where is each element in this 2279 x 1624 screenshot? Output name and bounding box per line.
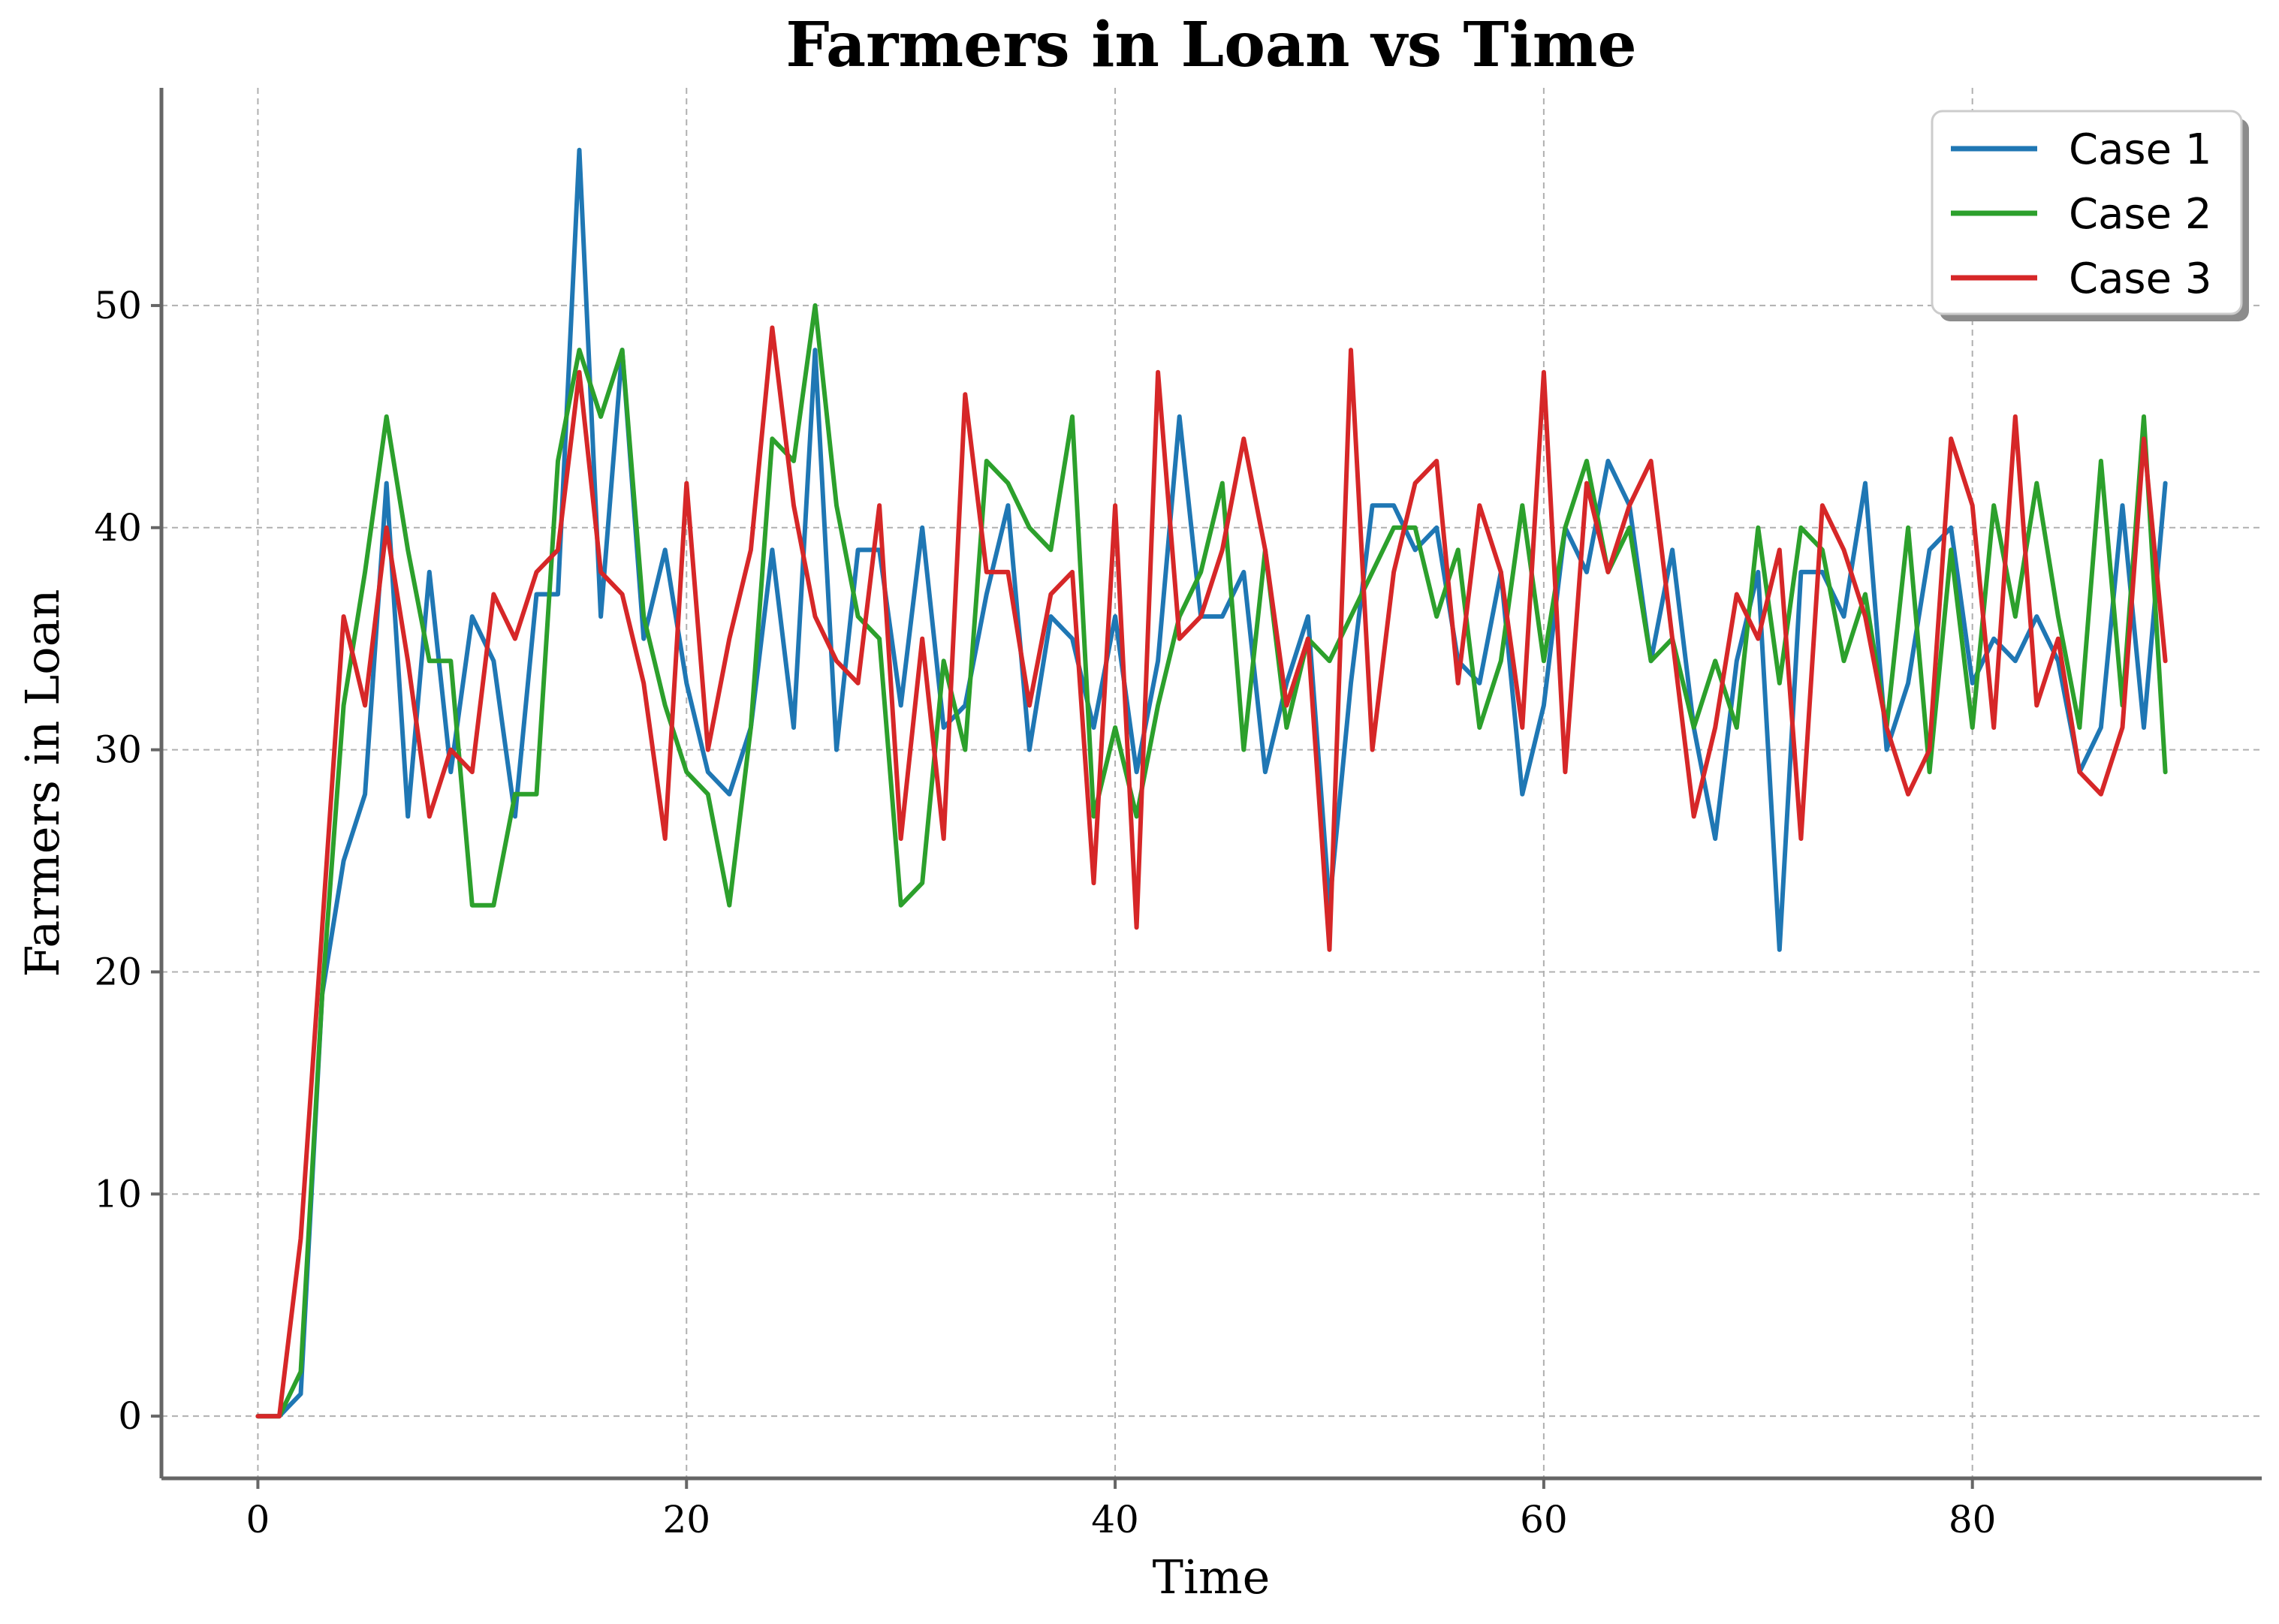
y-axis-ticks: 0 10 20 30 40 50 (94, 284, 161, 1438)
y-tick-label: 20 (94, 950, 142, 993)
x-gridlines (257, 88, 1973, 1478)
y-tick-label: 30 (94, 728, 142, 772)
x-tick-label: 60 (1520, 1498, 1568, 1541)
legend-label-case-2: Case 2 (2069, 190, 2211, 239)
series-line-case-1 (255, 147, 2168, 1419)
x-tick-label: 80 (1949, 1498, 1997, 1541)
y-tick-label: 0 (118, 1394, 142, 1438)
chart-title: Farmers in Loan vs Time (785, 9, 1636, 81)
series-line-case-2 (255, 303, 2168, 1419)
y-axis-label: Farmers in Loan (15, 589, 70, 978)
y-tick-label: 10 (94, 1172, 142, 1216)
legend-label-case-1: Case 1 (2069, 125, 2211, 174)
x-axis-ticks: 0 20 40 60 80 (246, 1478, 1997, 1541)
legend-label-case-3: Case 3 (2069, 255, 2211, 303)
y-tick-label: 50 (94, 284, 142, 327)
series-line-case-3 (255, 325, 2168, 1419)
legend: Case 1 Case 2 Case 3 (1931, 110, 2249, 321)
x-axis-label: Time (1153, 1550, 1271, 1604)
x-tick-label: 20 (662, 1498, 710, 1541)
x-tick-label: 0 (246, 1498, 270, 1541)
y-tick-label: 40 (94, 506, 142, 550)
x-tick-label: 40 (1091, 1498, 1139, 1541)
series-lines (255, 147, 2168, 1419)
legend-box (1931, 110, 2243, 315)
y-gridlines (161, 304, 2262, 1418)
